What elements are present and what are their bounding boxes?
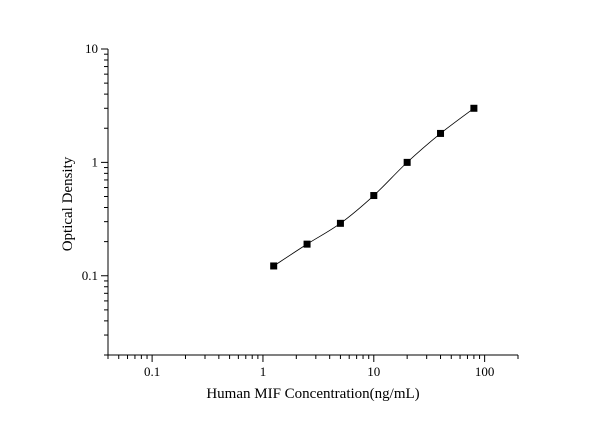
- y-tick-label: 0.1: [82, 268, 98, 283]
- x-tick-label: 0.1: [144, 364, 160, 379]
- x-tick-label: 10: [367, 364, 380, 379]
- y-axis-ticks: 0.1 1 10: [82, 41, 108, 356]
- data-point: [303, 240, 311, 248]
- axes: [107, 49, 518, 356]
- data-point: [437, 129, 445, 137]
- data-point: [270, 262, 278, 270]
- data-points: [270, 104, 478, 270]
- data-point: [403, 158, 411, 166]
- x-axis-ticks: 0.1 1 10 100: [107, 355, 519, 379]
- x-tick-label: 100: [475, 364, 495, 379]
- data-point: [336, 219, 344, 227]
- y-tick-label: 1: [92, 154, 99, 169]
- data-point: [470, 104, 478, 112]
- x-tick-label: 1: [260, 364, 267, 379]
- y-tick-label: 10: [85, 41, 98, 56]
- x-axis-title: Human MIF Concentration(ng/mL): [206, 386, 419, 402]
- data-point: [370, 192, 378, 200]
- y-axis-title: Optical Density: [60, 156, 76, 251]
